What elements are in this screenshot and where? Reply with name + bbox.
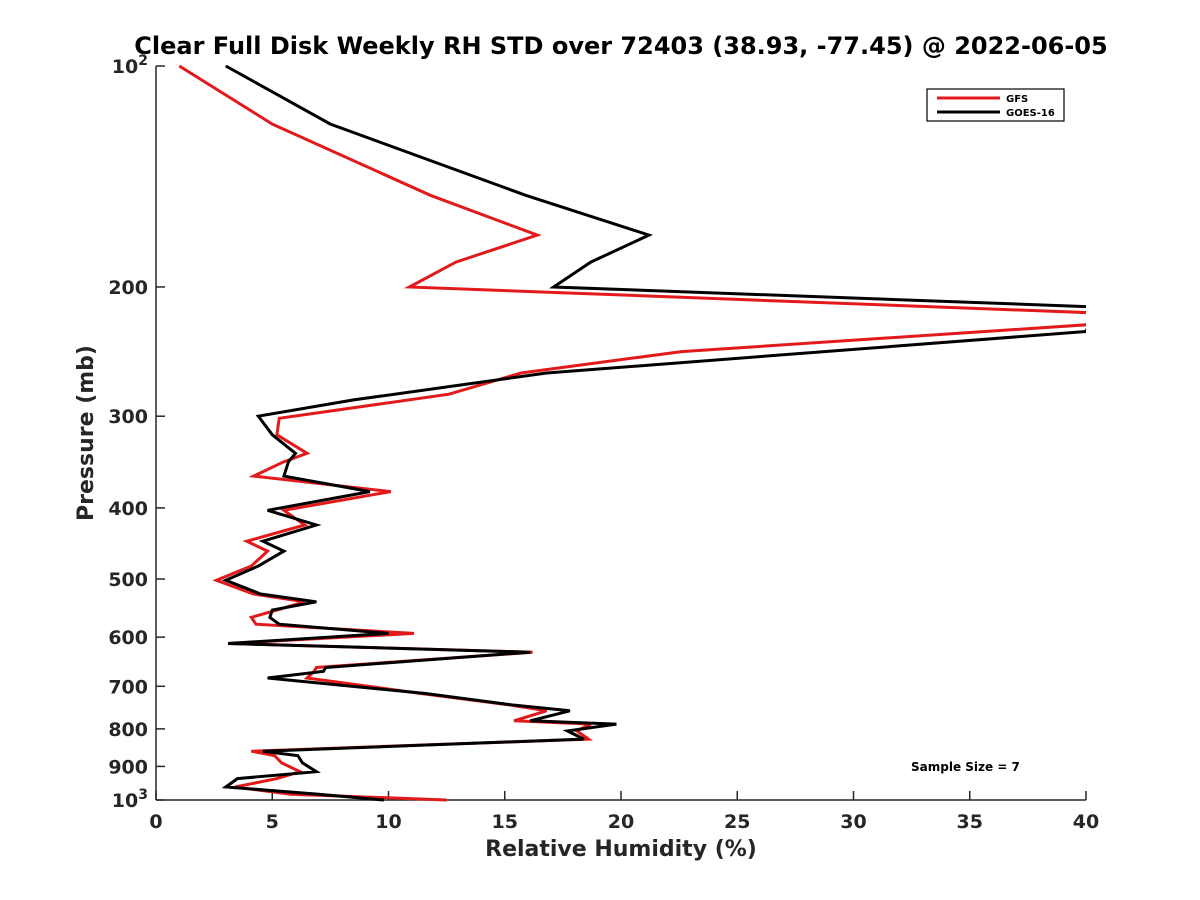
x-ticks: 0 5 10 15 20 25 30 35 40	[149, 791, 1099, 833]
y-tick-label: 800	[108, 719, 148, 741]
y-tick-label-base: 10	[112, 790, 138, 812]
x-tick-label: 40	[1073, 811, 1099, 833]
y-tick-label: 200	[108, 277, 148, 299]
y-tick-label: 103	[112, 787, 148, 812]
legend-label: GFS	[1006, 94, 1028, 105]
x-tick-label: 0	[149, 811, 162, 833]
series-line-gfs	[178, 64, 1086, 802]
series-layer	[178, 64, 1086, 802]
x-axis-label: Relative Humidity (%)	[485, 837, 757, 862]
x-tick-label: 10	[375, 811, 401, 833]
x-tick-label: 15	[492, 811, 518, 833]
y-tick-label: 700	[108, 676, 148, 698]
x-tick-label: 30	[840, 811, 866, 833]
y-tick-label: 900	[108, 756, 148, 778]
y-tick-label: 600	[108, 627, 148, 649]
y-tick-label-exponent: 3	[138, 787, 148, 803]
y-tick-label: 500	[108, 569, 148, 591]
chart-title: Clear Full Disk Weekly RH STD over 72403…	[134, 32, 1107, 60]
y-tick-label: 102	[112, 53, 148, 78]
x-tick-label: 25	[724, 811, 750, 833]
sample-size-annotation: Sample Size = 7	[911, 760, 1020, 774]
legend: GFS GOES-16	[926, 88, 1065, 122]
y-tick-label: 400	[108, 498, 148, 520]
y-axis-label: Pressure (mb)	[74, 345, 99, 521]
x-tick-label: 35	[957, 811, 983, 833]
y-tick-label-base: 10	[112, 56, 138, 78]
x-tick-label: 5	[266, 811, 279, 833]
legend-label: GOES-16	[1006, 108, 1055, 119]
plot-area	[155, 66, 1086, 801]
y-tick-label: 300	[108, 406, 148, 428]
series-line-goes-16	[221, 64, 1086, 802]
x-tick-label: 20	[608, 811, 634, 833]
y-tick-label-exponent: 2	[138, 53, 148, 69]
legend-box	[926, 88, 1065, 122]
